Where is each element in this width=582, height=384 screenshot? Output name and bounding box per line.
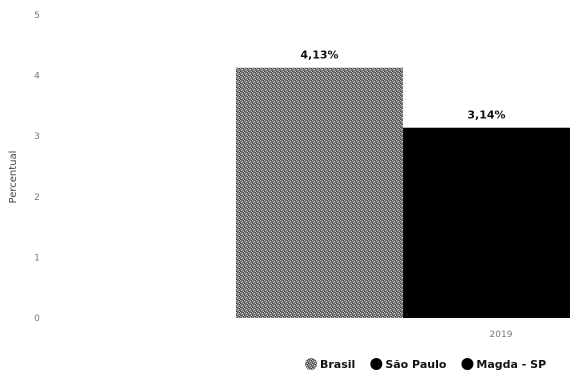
x-tick-label: 2019 bbox=[490, 330, 513, 340]
y-tick-label: 4 bbox=[34, 72, 40, 82]
data-label: 4,13% bbox=[300, 49, 338, 62]
legend: Brasil São Paulo Magda - SP bbox=[305, 358, 546, 371]
legend-marker bbox=[370, 358, 383, 370]
bar-s-o-paulo bbox=[403, 127, 570, 318]
y-tick-label: 5 bbox=[34, 11, 40, 21]
y-tick-label: 2 bbox=[34, 193, 40, 203]
data-label: 3,14% bbox=[467, 109, 505, 122]
y-tick-label: 0 bbox=[34, 314, 40, 324]
y-axis-title: Percentual bbox=[8, 151, 19, 204]
y-axis-ticks: 0 1 2 3 4 5 bbox=[34, 11, 40, 324]
data-label-group: 4,13% 3,14% bbox=[300, 49, 505, 122]
bar-group bbox=[236, 67, 570, 318]
legend-label: São Paulo bbox=[385, 358, 447, 371]
y-tick-label: 3 bbox=[34, 132, 40, 142]
x-axis-ticks: 2019 bbox=[490, 330, 513, 340]
legend-label: Brasil bbox=[320, 358, 355, 371]
legend-label: Magda - SP bbox=[476, 358, 546, 371]
y-tick-label: 1 bbox=[34, 253, 40, 263]
legend-marker bbox=[305, 358, 317, 370]
bar-brasil bbox=[236, 67, 403, 318]
legend-marker bbox=[461, 358, 474, 370]
